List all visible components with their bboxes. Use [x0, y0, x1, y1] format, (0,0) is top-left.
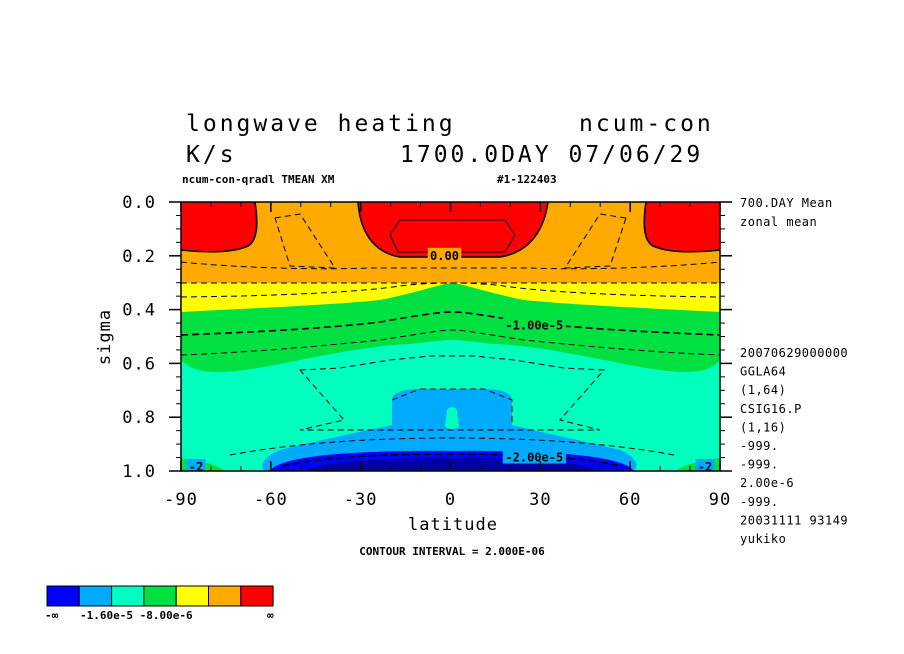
y-tick-label: 0.8: [122, 408, 156, 428]
band-aquamarine-hole: [445, 407, 459, 429]
colorbar-swatch: [46, 585, 80, 607]
contour-label-bg: [186, 458, 206, 471]
contour-label: -2: [189, 460, 203, 474]
contour-dashed: [298, 355, 606, 431]
colorbar-label-mid: -1.60e-5 -8.00e-6: [80, 609, 193, 622]
x-axis: -90 -60 -30 0 30 60 90: [164, 202, 731, 510]
contour-zero: [643, 202, 720, 253]
contour-labels: 0.00 -1.00e-5 -2.00e-5 -2 -2: [186, 247, 715, 474]
x-tick-label: -60: [254, 490, 288, 510]
side-info-top: 700.DAY Mean zonal mean: [740, 196, 833, 229]
x-tick-label: 90: [709, 490, 731, 510]
contour-label: -1.00e-5: [505, 319, 563, 333]
colorbar-swatch: [175, 585, 209, 607]
chart-title: longwave heating: [186, 111, 456, 137]
contour-lines: [181, 202, 720, 467]
contour-field: 0.00 -1.00e-5 -2.00e-5 -2 -2: [181, 202, 720, 474]
contour-label-bg: [695, 458, 715, 471]
y-axis: 0.0 0.2 0.4 0.6 0.8 1.0: [122, 193, 732, 482]
contour-dashed: [181, 311, 720, 336]
contour-solid: [389, 219, 516, 253]
units-label: K/s: [186, 142, 237, 168]
time-label: 1700.0DAY 07/06/29: [400, 142, 703, 168]
contour-label-bg: [427, 247, 462, 262]
y-tick-label: 0.6: [122, 354, 156, 374]
side-info-line: zonal mean: [740, 215, 817, 229]
contour-interval: CONTOUR INTERVAL = 2.000E-06: [359, 545, 545, 558]
contour-label: -2: [698, 460, 712, 474]
x-tick-label: -30: [344, 490, 378, 510]
contour-dashed: [181, 282, 720, 298]
side-info-line: -999.: [740, 495, 779, 509]
contour-dashed: [564, 213, 627, 269]
model-label: ncum-con: [579, 111, 714, 137]
y-tick-label: 0.2: [122, 247, 156, 267]
side-info-line: yukiko: [740, 532, 786, 546]
contour-label-bg: [502, 449, 566, 464]
colorbar-swatch: [208, 585, 242, 607]
colorbar-swatch: [240, 585, 274, 607]
side-info-line: (1,64): [740, 383, 786, 397]
band-red-right: [644, 202, 720, 252]
band-red-center: [358, 202, 548, 257]
contour-dashed: [181, 329, 720, 356]
side-info-line: -999.: [740, 458, 779, 472]
contour-label: -2.00e-5: [505, 451, 563, 465]
side-info-line: -999.: [740, 439, 779, 453]
colorbar-swatch: [143, 585, 177, 607]
x-tick-label: 0: [445, 490, 456, 510]
y-tick-label: 0.4: [122, 301, 156, 321]
side-info-line: 20031111 93149: [740, 513, 848, 527]
colorbar-swatch: [78, 585, 113, 607]
contour-label: 0.00: [430, 249, 459, 263]
side-info-line: CSIG16.P: [740, 402, 802, 416]
x-tick-label: 60: [619, 490, 641, 510]
side-info-line: 700.DAY Mean: [740, 196, 833, 210]
y-axis-label: sigma: [95, 309, 115, 365]
contour-zero: [181, 202, 258, 253]
contour-dashed: [274, 213, 336, 269]
contour-dashed: [229, 437, 675, 456]
y-tick-label: 1.0: [122, 462, 156, 482]
colorbar: [46, 585, 274, 607]
x-tick-label: 30: [529, 490, 551, 510]
x-axis-label: latitude: [408, 515, 498, 535]
contour-dashed: [181, 261, 720, 270]
side-info-bottom: 20070629000000 GGLA64 (1,64) CSIG16.P (1,16)…: [740, 346, 848, 546]
y-tick-label: 0.0: [122, 193, 156, 213]
colorbar-label-min: -∞: [45, 609, 59, 622]
run-label: ncum-con-qradl TMEAN XM: [182, 173, 335, 186]
x-tick-label: -90: [164, 490, 198, 510]
colorbar-label-max: ∞: [267, 609, 274, 622]
id-label: #1-122403: [497, 173, 557, 186]
band-red-left: [181, 202, 257, 252]
side-info-line: GGLA64: [740, 365, 786, 379]
contour-dashed: [391, 388, 513, 425]
side-info-line: 2.00e-6: [740, 476, 794, 490]
side-info-line: 20070629000000: [740, 346, 848, 360]
colorbar-swatch: [111, 585, 145, 607]
side-info-line: (1,16): [740, 420, 786, 434]
contour-label-bg: [502, 317, 566, 332]
contour-dashed: [281, 453, 623, 467]
